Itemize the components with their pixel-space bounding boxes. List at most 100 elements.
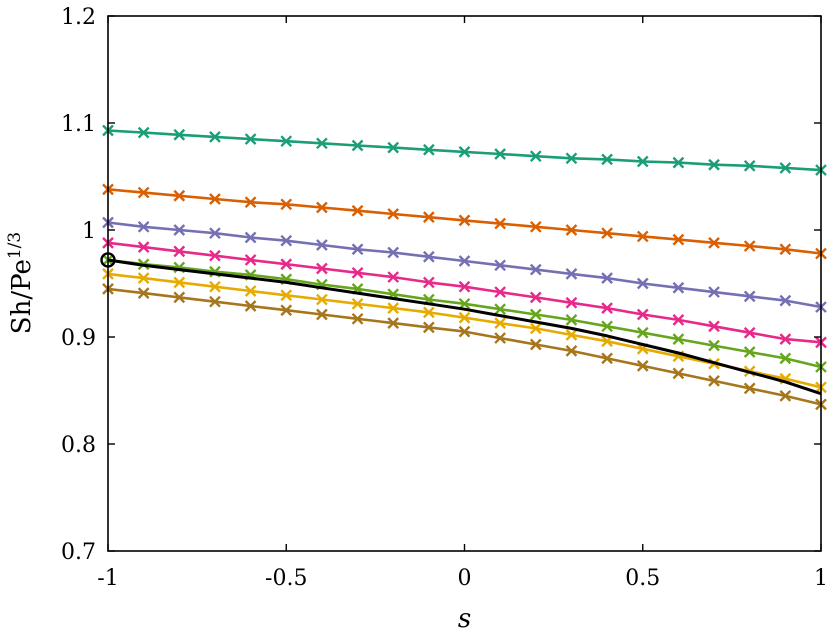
data-point <box>280 198 293 211</box>
x-tick-label: 0 <box>458 566 472 591</box>
data-point <box>743 290 756 303</box>
data-point <box>708 339 720 352</box>
data-point <box>708 158 720 171</box>
data-point <box>779 162 792 174</box>
data-point <box>494 259 506 272</box>
data-point <box>779 390 792 402</box>
data-point <box>529 308 542 321</box>
data-point <box>351 297 364 310</box>
data-point <box>565 268 578 280</box>
series-0 <box>102 124 827 176</box>
data-point <box>244 300 257 312</box>
data-point <box>316 137 328 150</box>
data-point <box>173 291 186 304</box>
data-point <box>672 367 685 380</box>
data-point <box>316 201 328 214</box>
data-point <box>423 306 435 319</box>
data-point <box>565 314 578 326</box>
data-point <box>494 317 506 329</box>
data-point <box>565 152 578 165</box>
data-point <box>351 139 364 152</box>
data-point <box>494 303 506 316</box>
data-point <box>565 345 578 357</box>
data-point <box>601 272 613 284</box>
data-point <box>708 236 720 249</box>
data-point <box>351 266 364 279</box>
data-point <box>209 295 221 308</box>
x-tick-label: 1 <box>814 566 828 591</box>
data-point <box>636 230 649 243</box>
series-layer <box>100 124 827 411</box>
data-point <box>779 243 792 256</box>
data-point <box>565 329 578 341</box>
data-point <box>458 280 471 293</box>
data-point <box>280 304 293 317</box>
data-point <box>601 352 613 365</box>
data-point <box>458 297 471 310</box>
data-point <box>494 148 506 160</box>
data-point <box>316 308 328 321</box>
x-tick-label: 0.5 <box>625 566 660 591</box>
data-point <box>529 220 542 233</box>
series-line <box>107 221 822 309</box>
data-point <box>672 156 685 169</box>
data-point <box>137 186 150 199</box>
data-point <box>494 217 506 230</box>
data-point <box>423 143 435 156</box>
data-point <box>209 249 221 262</box>
data-point <box>316 293 328 306</box>
data-point <box>601 302 613 314</box>
data-point <box>173 189 186 202</box>
data-point <box>280 289 293 302</box>
data-point <box>708 375 720 387</box>
data-point <box>743 346 756 358</box>
data-point <box>529 322 542 335</box>
data-point <box>494 286 506 298</box>
data-point <box>636 360 649 372</box>
data-point <box>672 314 685 326</box>
data-point <box>601 227 613 240</box>
data-point <box>601 153 613 166</box>
data-point <box>458 146 471 158</box>
data-point <box>672 333 685 345</box>
x-axis-label: s <box>458 604 471 634</box>
data-point <box>494 332 506 344</box>
data-point <box>280 135 293 148</box>
y-tick-label: 1.1 <box>61 112 96 137</box>
x-tick-label: -0.5 <box>265 566 307 591</box>
data-point <box>601 320 613 333</box>
data-point <box>173 245 186 258</box>
series-line <box>107 258 822 396</box>
data-point <box>387 302 400 314</box>
data-point <box>209 131 221 143</box>
data-point <box>708 320 720 333</box>
data-point <box>209 227 221 240</box>
data-point <box>244 196 257 209</box>
data-point <box>209 280 221 293</box>
data-point <box>387 317 400 329</box>
data-point <box>244 231 257 244</box>
y-axis-label-exponent: 1/3 <box>5 232 25 259</box>
y-axis-label-main: Sh/Pe <box>7 259 37 334</box>
data-point <box>458 325 471 338</box>
y-tick-label: 1 <box>82 219 96 244</box>
plot-frame <box>107 15 822 552</box>
series-3 <box>102 236 827 349</box>
data-point <box>387 141 400 154</box>
data-point <box>351 204 364 217</box>
data-point <box>244 133 257 145</box>
data-point <box>529 338 542 351</box>
data-point <box>137 287 150 299</box>
y-tick-label: 0.7 <box>61 540 96 565</box>
data-point <box>636 155 649 168</box>
data-point <box>672 233 685 246</box>
series-1 <box>102 183 827 260</box>
data-point <box>280 258 293 271</box>
data-point <box>387 246 400 259</box>
series-7 <box>100 252 822 396</box>
data-point <box>244 254 257 266</box>
data-point <box>387 208 400 220</box>
data-point <box>387 271 400 283</box>
data-point <box>565 224 578 236</box>
